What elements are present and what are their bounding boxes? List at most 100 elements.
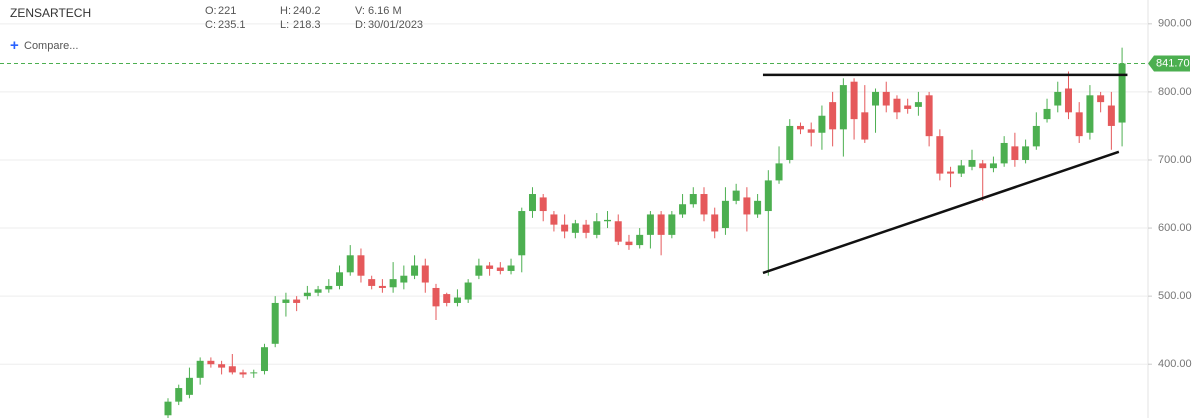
ohlc-value: 240.2 [293, 5, 321, 17]
plot [0, 23, 1148, 418]
candle-body [764, 180, 772, 212]
last-price-tag [1148, 55, 1190, 72]
candle-body [646, 214, 654, 235]
y-tick-label: 500.00 [1158, 290, 1192, 302]
ohlc-label: D: [355, 19, 366, 31]
candle-body [303, 292, 311, 297]
candle-body [1011, 146, 1019, 160]
symbol: ZENSARTECH [10, 6, 91, 20]
candle-body [625, 241, 633, 246]
candle-body [582, 224, 590, 233]
candle-body [571, 223, 579, 233]
y-tick-label: 900.00 [1158, 18, 1192, 30]
candle-body [711, 214, 719, 232]
candle-body [196, 360, 204, 378]
candle-body [282, 299, 290, 303]
candle-body [743, 197, 751, 215]
candle-body [218, 364, 226, 368]
y-tick-label: 400.00 [1158, 358, 1192, 370]
candle-body [893, 98, 901, 113]
candle-body [1097, 95, 1105, 103]
candle-body [1022, 146, 1030, 160]
candle-body [528, 194, 536, 212]
ohlc-value: 218.3 [293, 19, 321, 31]
ohlc-label: H: [280, 5, 291, 17]
candle-body [839, 85, 847, 130]
candle-body [518, 211, 526, 256]
ohlc-value: 6.16 M [368, 5, 402, 17]
candle-body [861, 112, 869, 140]
candle-body [1000, 142, 1008, 164]
candle-body [486, 265, 494, 269]
candle-body [979, 163, 987, 169]
candle-body [421, 265, 429, 283]
candle-body [228, 366, 236, 373]
candle-body [314, 289, 322, 293]
candle-body [721, 200, 729, 229]
candle-body [1054, 91, 1062, 106]
candle-body [1086, 95, 1094, 133]
candle-body [914, 102, 922, 107]
candle-body [657, 214, 665, 235]
candle-body [968, 159, 976, 167]
candle-body [346, 255, 354, 273]
candle-body [1032, 125, 1040, 147]
candle-body [411, 265, 419, 276]
candle-body [604, 219, 612, 222]
candle-body [679, 204, 687, 215]
candle-body [164, 401, 172, 416]
ohlc-label: C: [205, 19, 216, 31]
candle-body [475, 265, 483, 276]
compare-button[interactable]: Compare... [24, 40, 78, 52]
candle-body [807, 129, 815, 133]
ohlc-label: O: [205, 5, 217, 17]
candle-body [689, 194, 697, 205]
candle-body [561, 224, 569, 232]
candle-body [336, 272, 344, 286]
candle-body [453, 297, 461, 303]
ohlc-label: V: [355, 5, 365, 17]
candle-body [368, 279, 376, 286]
candle-body [389, 279, 397, 288]
ohlc-value: 30/01/2023 [368, 19, 423, 31]
candle-body [1107, 105, 1115, 126]
candle-body [175, 388, 183, 402]
candle-body [293, 299, 301, 303]
candle-body [400, 275, 408, 283]
candle-body [754, 200, 762, 215]
y-tick-label: 800.00 [1158, 86, 1192, 98]
candle-body [614, 221, 622, 242]
y-tick-label: 600.00 [1158, 222, 1192, 234]
candle-body [1064, 88, 1072, 113]
ohlc-value: 221 [218, 5, 236, 17]
candle-body [989, 163, 997, 169]
candle-body [207, 360, 215, 365]
candle-body [775, 163, 783, 181]
candle-body [732, 190, 740, 201]
candle-body [550, 214, 558, 225]
candle-body [796, 125, 804, 130]
candle-body [786, 125, 794, 160]
candle-body [507, 265, 515, 271]
compare-icon[interactable]: + [10, 37, 19, 54]
candle-body [1075, 112, 1083, 137]
candle-body [636, 234, 644, 246]
candle-body [904, 105, 912, 109]
candle-body [464, 282, 472, 300]
candle-body [850, 81, 858, 120]
candle-body [700, 194, 708, 215]
candle-body [882, 91, 890, 106]
candle-body [496, 267, 504, 271]
candle-body [443, 294, 451, 303]
candle-body [185, 377, 193, 395]
candle-body [432, 287, 440, 307]
candle-body [271, 302, 279, 344]
candle-body [1118, 63, 1126, 123]
candle-body [925, 95, 933, 137]
candle-body [593, 221, 601, 235]
candle-body [936, 136, 944, 174]
candle-body [872, 91, 880, 106]
ohlc-label: L: [280, 19, 289, 31]
last-price-label: 841.70 [1156, 57, 1190, 69]
